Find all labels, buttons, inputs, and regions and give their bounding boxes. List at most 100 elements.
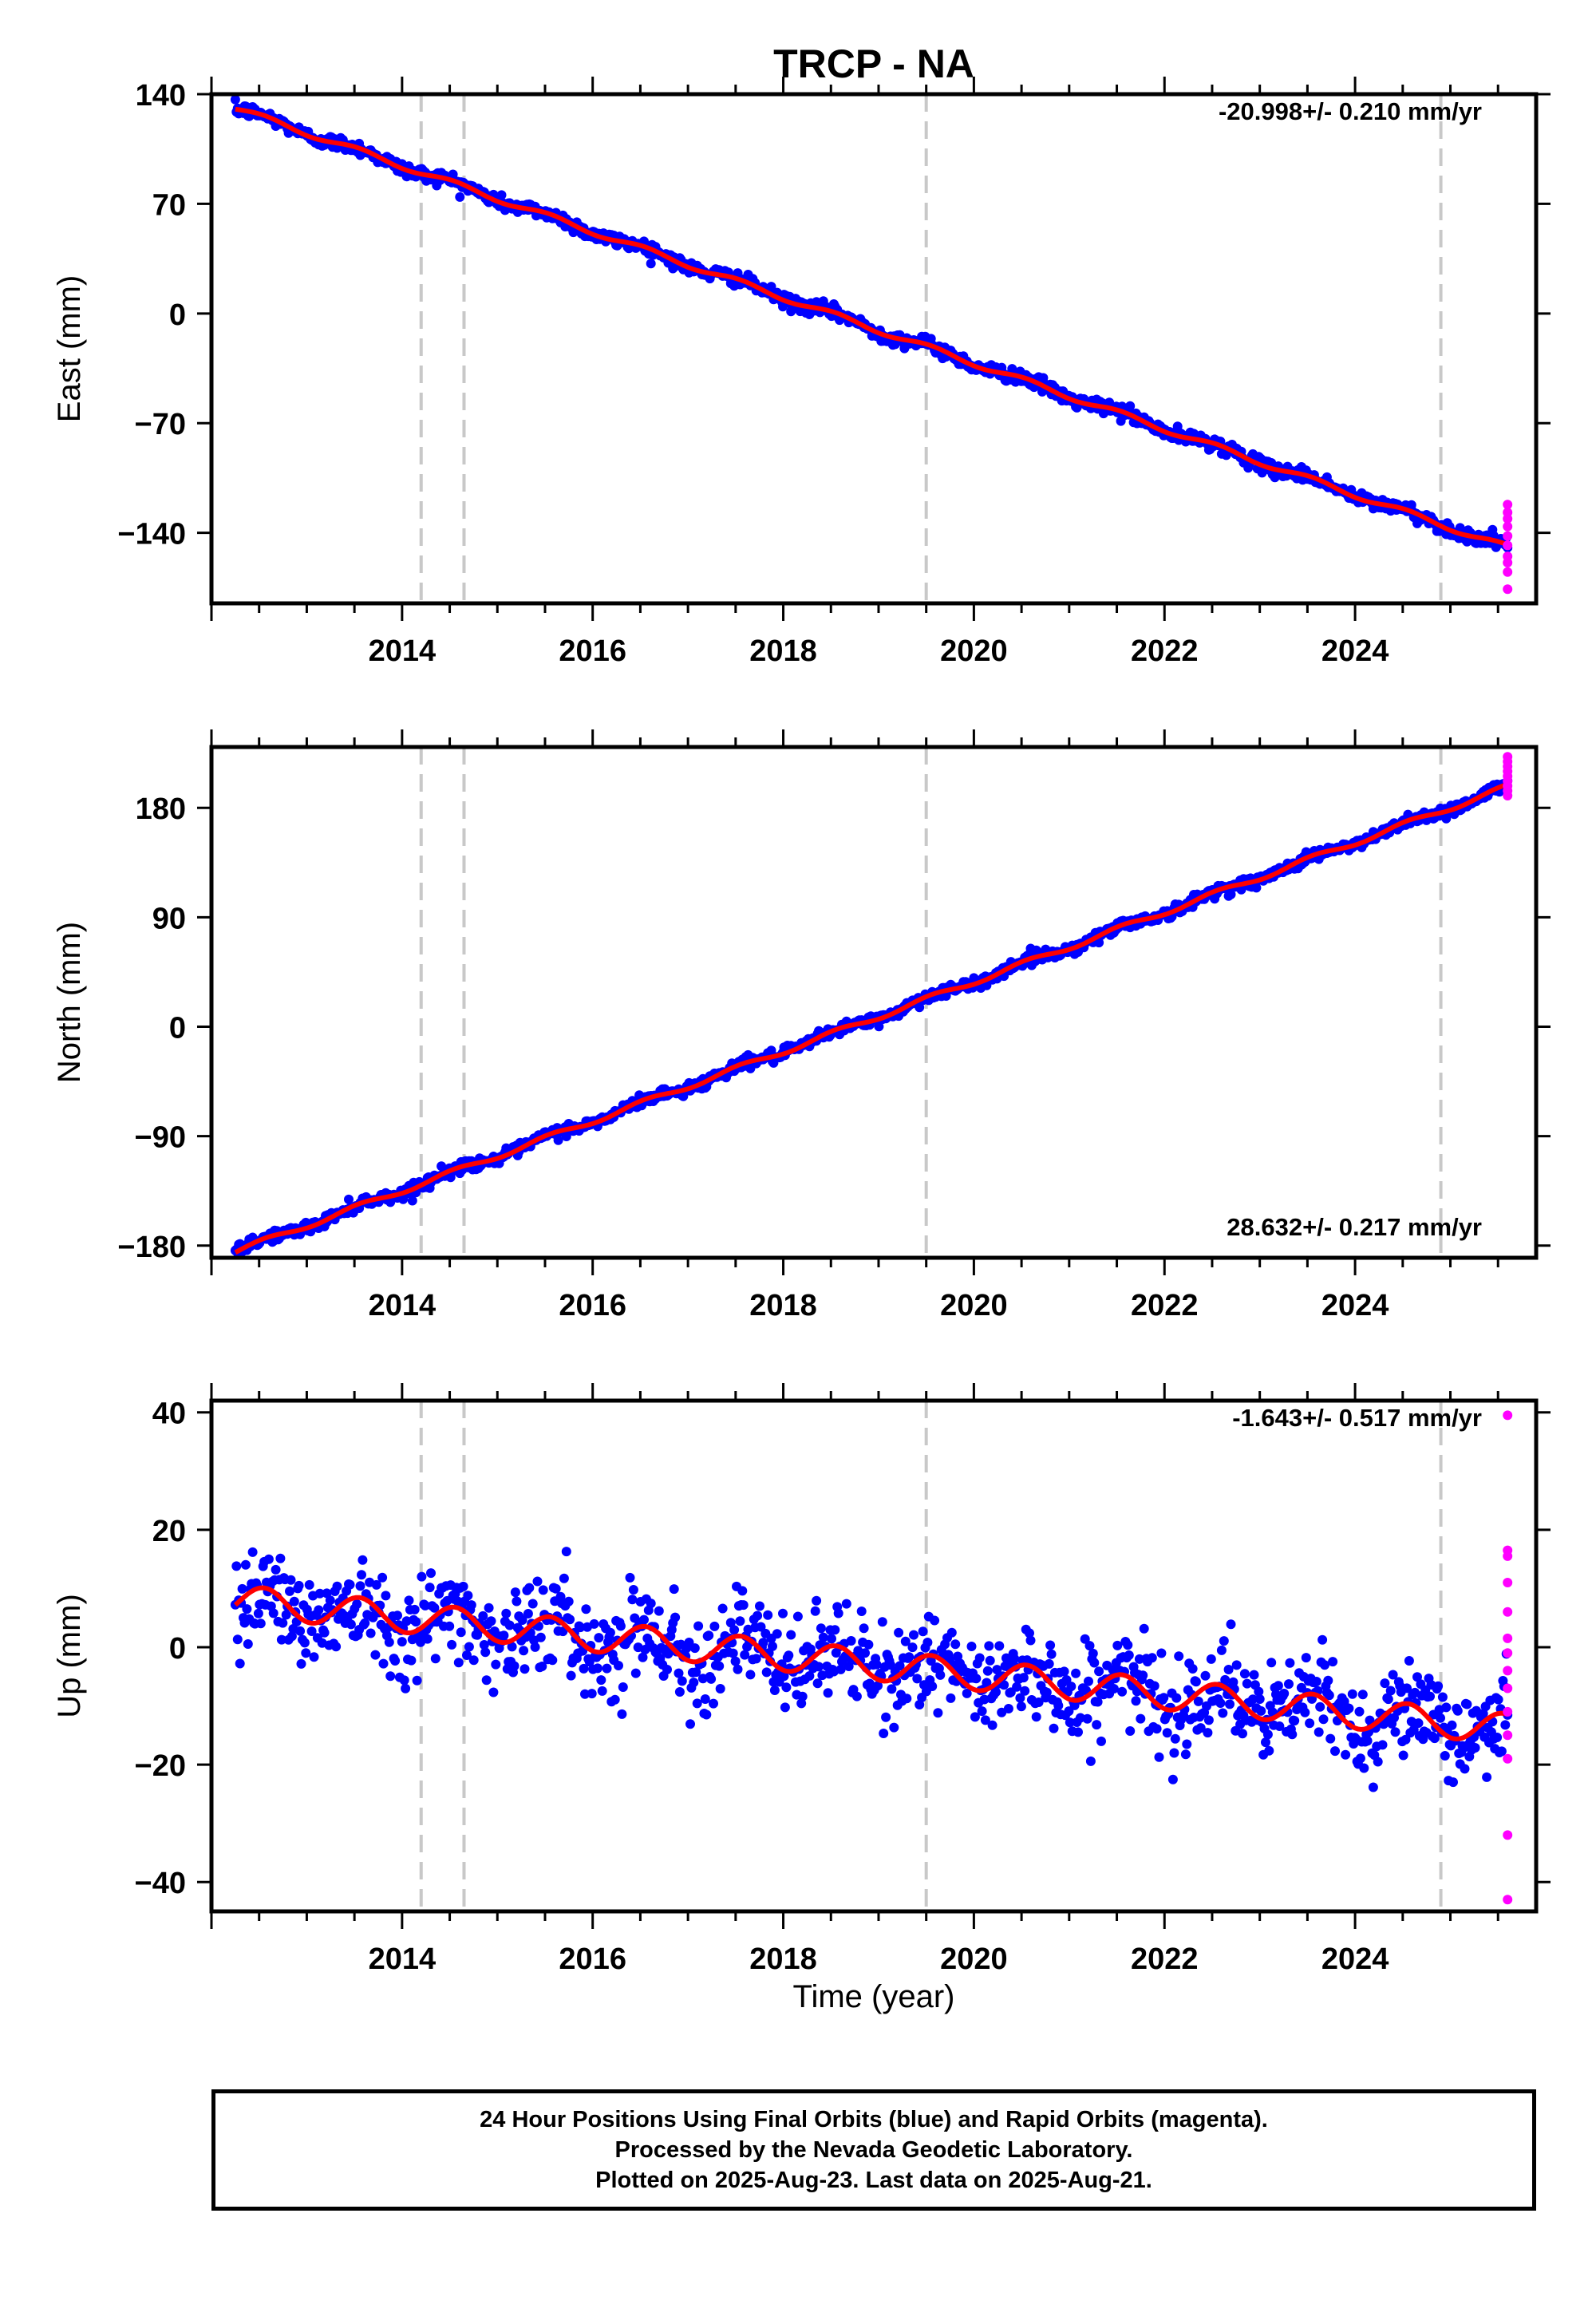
y-tick-label: 20 [152,1515,186,1548]
data-point [519,1646,529,1656]
data-point [763,1610,773,1620]
data-point [701,1709,712,1720]
data-point [1249,1670,1259,1680]
data-point [385,1671,396,1682]
data-point [804,1671,815,1681]
data-point [332,1581,342,1591]
data-point [1344,1703,1354,1713]
data-point [1311,1677,1321,1686]
x-tick-label: 2022 [1131,634,1199,668]
data-point [904,1652,915,1662]
data-point [1279,1689,1290,1698]
data-point [1195,1723,1206,1733]
data-point [1323,1675,1333,1686]
data-point [1440,1751,1450,1761]
data-point [812,1595,822,1606]
data-point [294,1580,304,1591]
rapid-point [1503,752,1513,762]
data-point [1412,1672,1422,1682]
data-point [851,1691,862,1701]
data-point [281,1610,291,1620]
data-point [1251,883,1262,893]
data-point [977,1706,987,1717]
data-point [1216,1645,1227,1655]
data-point [778,1608,788,1618]
data-point [1226,1619,1236,1630]
data-point [1400,1734,1411,1745]
data-point [1355,1753,1365,1764]
data-point [1441,1702,1452,1713]
data-point [756,1622,766,1632]
data-point [592,1663,602,1674]
data-point [247,1547,258,1557]
data-point [1031,1712,1041,1722]
data-point [677,1676,687,1686]
data-point [1156,1648,1167,1658]
data-point [779,1671,789,1682]
data-point [596,1675,606,1686]
data-point [728,1648,738,1658]
data-point [1478,1709,1488,1719]
data-point [985,1655,995,1666]
data-point [1248,1694,1258,1705]
footer-line-2: Processed by the Nevada Geodetic Laborat… [614,2137,1133,2163]
data-point [689,1678,699,1688]
data-point [357,1570,366,1580]
data-point [422,1634,433,1644]
data-point [1018,1673,1029,1683]
data-point [1290,1716,1300,1726]
data-point [231,1561,242,1571]
data-point [1365,1715,1375,1725]
data-point [504,1620,515,1630]
x-tick-label: 2024 [1321,634,1389,668]
data-point [768,1641,777,1651]
footer-line-3: Plotted on 2025-Aug-23. Last data on 202… [595,2168,1152,2193]
data-point [499,1630,509,1641]
x-tick-label: 2016 [559,634,626,668]
data-point [709,1698,718,1709]
data-point [478,1611,488,1621]
data-point [420,1600,430,1611]
data-point [486,1616,496,1626]
data-point [873,1681,883,1691]
data-point [1301,1653,1311,1663]
data-point [1131,1696,1141,1706]
data-point [1226,889,1236,899]
data-point [772,1629,782,1639]
data-point [581,1604,591,1614]
data-point [412,1675,422,1686]
data-point [753,1611,763,1621]
rapid-point [1503,1666,1513,1676]
data-point [1359,1763,1369,1773]
y-axis-label: East (mm) [52,275,87,422]
data-point [1191,1677,1201,1687]
data-point [458,1581,468,1591]
data-point [823,1688,833,1698]
data-point [463,1591,473,1601]
data-point [818,1632,828,1642]
x-tick-label: 2018 [749,634,817,668]
data-point [579,1663,589,1674]
velocity-rate-label: -20.998+/- 0.210 mm/yr [1219,97,1482,125]
data-point [874,1022,884,1032]
data-point [735,1616,745,1626]
data-point [1425,1691,1435,1701]
data-point [1073,1727,1083,1737]
data-point [1390,1727,1400,1737]
data-point [580,1689,590,1699]
data-point [1341,1749,1351,1760]
data-point [1108,1684,1119,1694]
footer-info-box: 24 Hour Positions Using Final Orbits (bl… [211,2089,1536,2211]
x-tick-label: 2014 [369,1943,437,1976]
data-point [930,1615,940,1626]
data-point [962,1688,972,1698]
data-point [1437,1692,1448,1702]
data-point [1016,1701,1026,1712]
data-point [1317,1634,1328,1645]
data-point [314,1588,325,1599]
data-point [792,1611,803,1622]
x-tick-label: 2014 [369,1289,437,1322]
data-point [1242,1678,1252,1689]
data-point [393,1611,402,1621]
data-point [553,1135,563,1145]
